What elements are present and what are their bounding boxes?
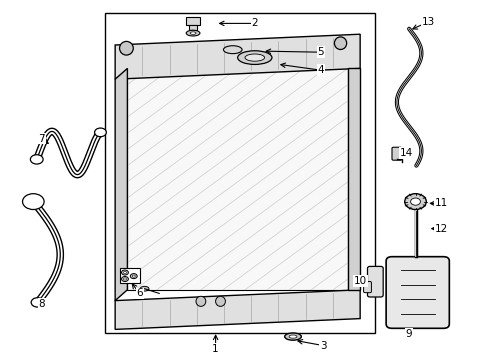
Ellipse shape	[140, 287, 149, 291]
Text: 14: 14	[400, 148, 414, 158]
FancyBboxPatch shape	[386, 257, 449, 328]
Bar	[105, 13, 375, 333]
Circle shape	[95, 128, 106, 137]
Circle shape	[405, 194, 426, 210]
Circle shape	[130, 274, 137, 279]
FancyBboxPatch shape	[120, 268, 140, 283]
Text: 7: 7	[38, 134, 45, 144]
Ellipse shape	[334, 37, 346, 49]
Ellipse shape	[216, 296, 225, 306]
FancyBboxPatch shape	[186, 17, 200, 25]
FancyBboxPatch shape	[364, 282, 371, 293]
Text: 2: 2	[251, 18, 258, 28]
Bar	[189, 25, 197, 30]
Bar	[127, 68, 348, 290]
Polygon shape	[115, 68, 127, 301]
Text: 5: 5	[318, 47, 324, 57]
Text: 9: 9	[406, 329, 413, 339]
Circle shape	[30, 155, 43, 164]
Ellipse shape	[186, 30, 200, 36]
Ellipse shape	[120, 41, 133, 55]
Text: 8: 8	[38, 299, 45, 309]
Polygon shape	[115, 34, 360, 79]
Polygon shape	[115, 290, 360, 329]
Text: 11: 11	[434, 198, 448, 208]
Polygon shape	[348, 68, 360, 290]
FancyBboxPatch shape	[368, 266, 383, 297]
Circle shape	[122, 276, 128, 282]
Ellipse shape	[289, 335, 297, 338]
Text: 3: 3	[320, 341, 327, 351]
Circle shape	[123, 278, 126, 280]
Text: 12: 12	[434, 224, 448, 234]
Ellipse shape	[190, 32, 196, 34]
Text: 6: 6	[136, 288, 143, 298]
Text: 13: 13	[422, 17, 436, 27]
Ellipse shape	[285, 333, 301, 340]
Text: 1: 1	[212, 344, 219, 354]
Circle shape	[122, 270, 128, 275]
Text: 4: 4	[318, 65, 324, 75]
Ellipse shape	[245, 54, 265, 61]
Text: 10: 10	[354, 276, 367, 286]
Circle shape	[31, 298, 44, 307]
Ellipse shape	[196, 296, 206, 306]
Circle shape	[23, 194, 44, 210]
FancyBboxPatch shape	[392, 147, 402, 160]
Circle shape	[411, 198, 420, 205]
Ellipse shape	[238, 51, 272, 64]
Circle shape	[132, 275, 135, 277]
Circle shape	[123, 271, 126, 274]
Ellipse shape	[223, 46, 242, 54]
